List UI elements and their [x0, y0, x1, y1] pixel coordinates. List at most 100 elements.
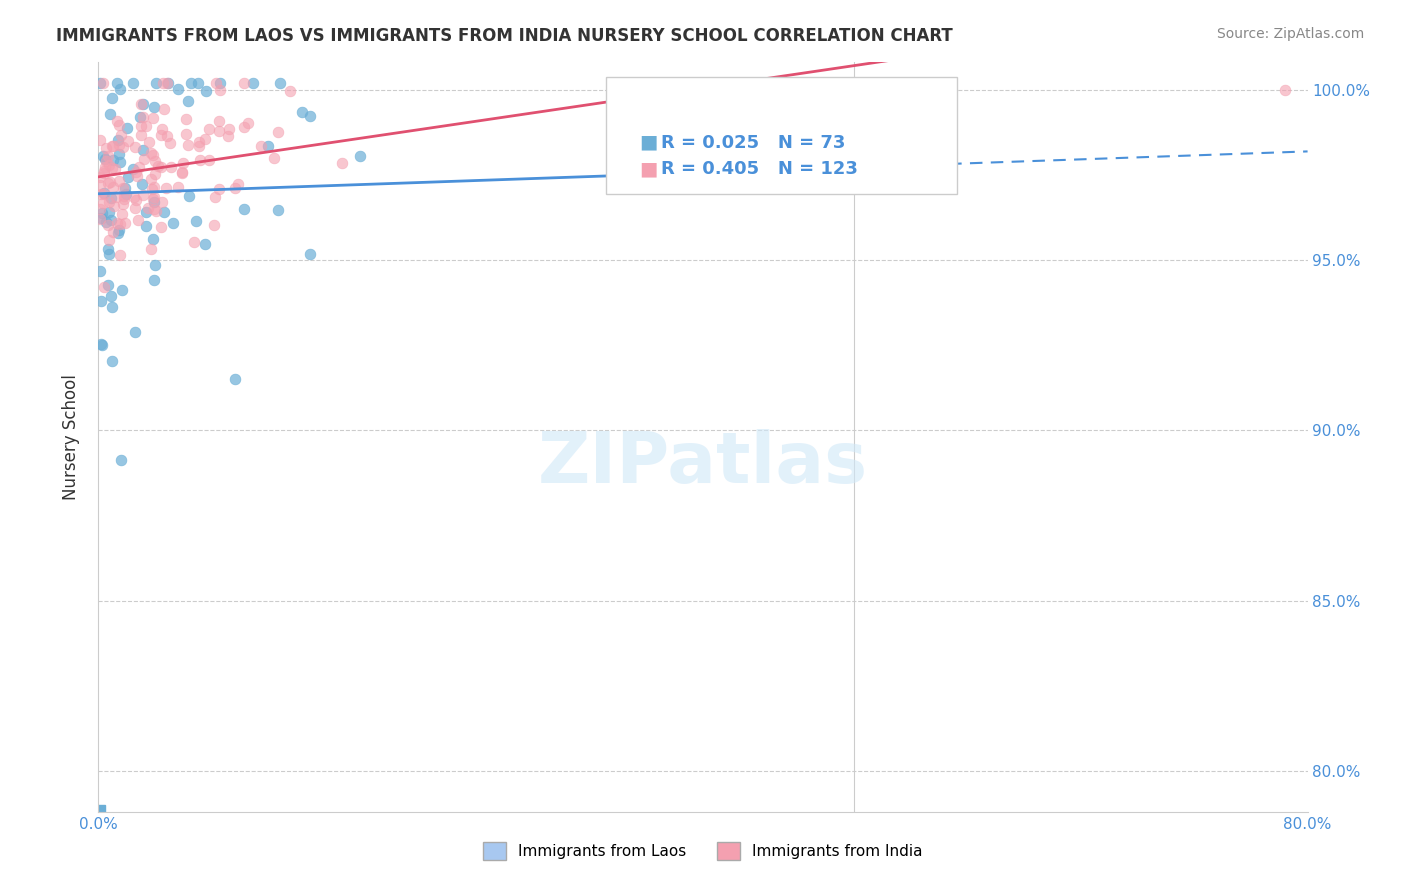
Point [143, 258, 166, 272]
Point [183, 235, 205, 249]
Point [208, 113, 231, 128]
Point [91, 206, 114, 220]
Point [125, 164, 148, 178]
Point [132, 110, 155, 124]
Point [1274, 83, 1296, 97]
Point [149, 160, 172, 174]
Point [111, 181, 134, 195]
Point [160, 160, 183, 174]
Point [142, 147, 165, 161]
Point [115, 121, 138, 136]
Point [232, 202, 254, 216]
Point [156, 76, 179, 90]
Point [177, 138, 200, 153]
Text: ■: ■ [640, 133, 658, 152]
Point [188, 136, 211, 150]
Point [100, 212, 122, 227]
Point [250, 139, 273, 153]
Point [209, 83, 232, 97]
Point [110, 217, 132, 231]
Point [103, 199, 125, 213]
Point [269, 76, 291, 90]
Point [156, 129, 179, 144]
Point [198, 153, 221, 167]
Point [108, 118, 131, 132]
Point [143, 180, 166, 194]
Point [124, 140, 146, 154]
Point [96, 215, 118, 229]
Point [125, 169, 148, 184]
Point [142, 111, 165, 125]
Point [97, 247, 120, 261]
Point [172, 165, 194, 179]
Point [100, 191, 122, 205]
Point [187, 139, 209, 153]
Point [233, 76, 256, 90]
Point [129, 128, 152, 143]
Point [131, 119, 153, 133]
Point [208, 182, 231, 196]
Text: IMMIGRANTS FROM LAOS VS IMMIGRANTS FROM INDIA NURSERY SCHOOL CORRELATION CHART: IMMIGRANTS FROM LAOS VS IMMIGRANTS FROM … [56, 27, 953, 45]
Point [141, 172, 163, 186]
Point [142, 273, 165, 287]
Point [98, 107, 121, 121]
Point [202, 219, 225, 233]
Point [97, 195, 120, 210]
Point [105, 113, 128, 128]
Point [218, 121, 240, 136]
Point [115, 187, 138, 202]
Point [186, 214, 208, 228]
Point [124, 190, 146, 204]
Point [278, 84, 301, 98]
Point [93, 76, 115, 90]
Point [90, 211, 112, 225]
Point [135, 219, 157, 233]
Text: R = 0.405   N = 123: R = 0.405 N = 123 [661, 161, 858, 178]
Point [112, 189, 135, 203]
Point [224, 181, 246, 195]
Point [89, 202, 111, 216]
Point [108, 137, 131, 152]
Point [108, 147, 131, 161]
Point [142, 190, 165, 204]
Y-axis label: Nursery School: Nursery School [62, 374, 80, 500]
Point [97, 218, 120, 232]
Point [93, 164, 115, 178]
Point [132, 97, 155, 112]
Point [104, 161, 127, 176]
Point [93, 152, 115, 166]
Point [117, 170, 139, 185]
Point [117, 134, 139, 148]
Point [93, 186, 115, 201]
Point [172, 156, 194, 170]
Point [176, 127, 198, 141]
Point [263, 151, 285, 165]
Point [90, 294, 112, 309]
Point [125, 194, 148, 208]
FancyBboxPatch shape [606, 78, 957, 194]
Point [167, 179, 190, 194]
Point [162, 216, 184, 230]
Point [127, 213, 149, 227]
Point [141, 182, 163, 196]
Point [107, 227, 129, 241]
Point [128, 110, 150, 124]
Point [110, 128, 132, 142]
Point [90, 186, 112, 201]
Point [121, 76, 143, 90]
Point [257, 139, 280, 153]
Point [167, 82, 190, 96]
Point [101, 301, 124, 315]
Text: ZIPatlas: ZIPatlas [538, 429, 868, 499]
Point [148, 159, 170, 173]
Point [89, 170, 111, 185]
Point [150, 128, 173, 143]
Point [132, 144, 155, 158]
Point [91, 338, 114, 352]
Text: R = 0.025   N = 73: R = 0.025 N = 73 [661, 134, 845, 152]
Point [90, 337, 112, 351]
Point [91, 196, 114, 211]
Point [150, 194, 173, 209]
Point [128, 161, 150, 175]
Point [111, 139, 134, 153]
